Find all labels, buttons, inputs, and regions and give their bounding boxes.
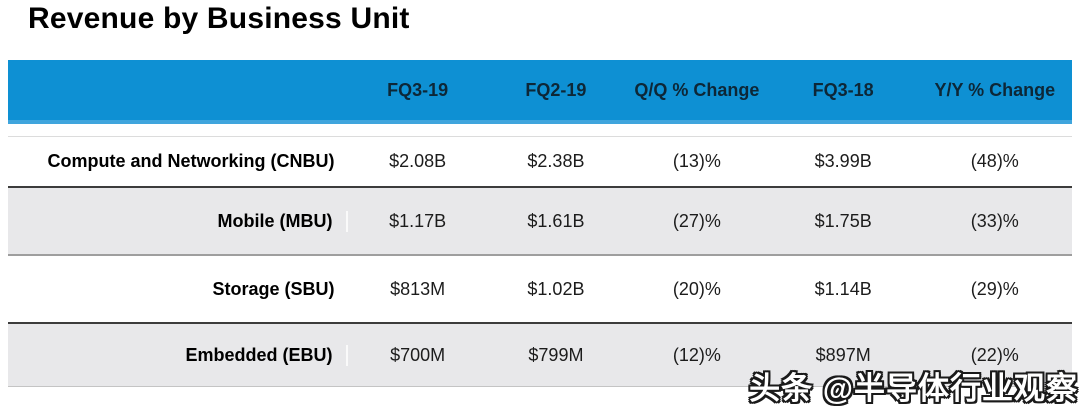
header-cell: Y/Y % Change — [934, 79, 1056, 100]
value-cell: $1.14B — [814, 278, 872, 299]
value-cell: $2.38B — [527, 151, 585, 171]
value-cell: $3.99B — [814, 151, 872, 171]
header-cell: FQ3-19 — [387, 79, 449, 100]
value-cell: $700M — [390, 344, 446, 365]
value-cell: (20)% — [672, 278, 721, 299]
header-cell: FQ2-19 — [525, 79, 587, 100]
value-cell: $813M — [390, 278, 446, 299]
value-cell: $1.02B — [527, 278, 585, 299]
table-row: Storage (SBU) $813M $1.02B (20)% $1.14B (29)% — [8, 256, 1072, 322]
value-cell: $1.61B — [527, 210, 585, 231]
row-label: Embedded (EBU) — [8, 344, 349, 366]
value-cell: (48)% — [970, 151, 1019, 171]
value-cell: (13)% — [672, 151, 721, 171]
value-cell: (12)% — [672, 344, 721, 365]
value-cell: $2.08B — [389, 151, 447, 171]
value-cell: (22)% — [970, 344, 1019, 365]
value-cell: $1.17B — [389, 210, 447, 231]
table-row: Mobile (MBU) $1.17B $1.61B (27)% $1.75B (33)% — [8, 186, 1072, 256]
value-cell: $1.75B — [814, 210, 872, 231]
row-label: Storage (SBU) — [212, 278, 335, 299]
row-label: Compute and Networking (CNBU) — [47, 151, 335, 171]
value-cell: (29)% — [970, 278, 1019, 299]
header-cell: Q/Q % Change — [634, 79, 760, 100]
header-cell: FQ3-18 — [812, 79, 874, 100]
value-cell: $897M — [815, 344, 871, 365]
row-label: Mobile (MBU) — [8, 210, 349, 232]
table-row: Compute and Networking (CNBU) $2.08B $2.38… — [8, 136, 1072, 186]
value-cell: (33)% — [970, 210, 1019, 231]
table-row: Embedded (EBU) $700M $799M (12)% $897M (22)% — [8, 322, 1072, 387]
watermark: 头条 @半导体行业观察 — [749, 371, 1078, 406]
table-body: Compute and Networking (CNBU) $2.08B $2.38… — [8, 136, 1072, 387]
page-title: Revenue by Business Unit — [28, 2, 410, 35]
table-header-row: FQ3-19 FQ2-19 Q/Q % Change FQ3-18 Y/Y % Chan… — [8, 60, 1072, 124]
value-cell: $799M — [528, 344, 584, 365]
value-cell: (27)% — [672, 210, 721, 231]
revenue-by-business-unit-table: FQ3-19 FQ2-19 Q/Q % Change FQ3-18 Y/Y % Chan… — [8, 60, 1072, 387]
